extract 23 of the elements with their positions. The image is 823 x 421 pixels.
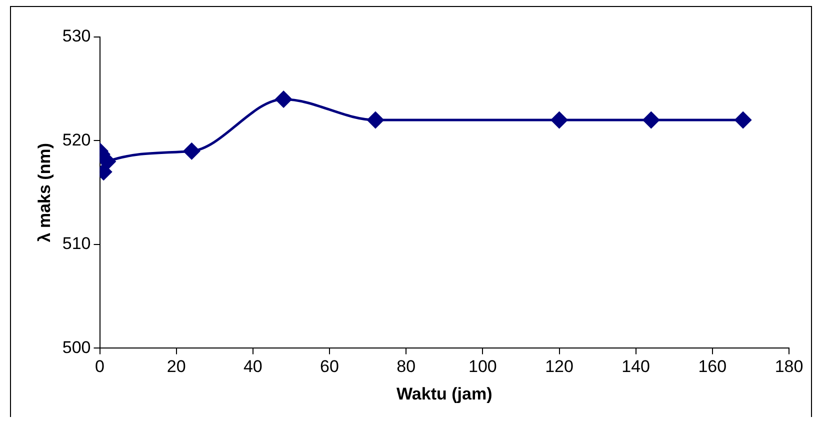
point (100, 153, 116, 170)
x-tick-label: 160 (698, 357, 727, 376)
x-tick-label: 80 (396, 357, 416, 376)
x-tick-label: 60 (320, 357, 339, 376)
y-tick-label: 500 (62, 338, 91, 357)
point (642, 112, 660, 128)
y-tick-label: 520 (62, 130, 91, 150)
x-tick-label: 120 (545, 357, 574, 376)
x-tick-label: 180 (774, 357, 804, 376)
x-tick-label: 40 (243, 357, 262, 376)
point (183, 142, 200, 160)
x-axis-title: Waktu (jam) (396, 384, 492, 404)
x-tick-label: 140 (622, 357, 650, 376)
y-tick-label: 530 (62, 26, 91, 46)
y-tick-label: 510 (62, 234, 91, 254)
point (275, 90, 292, 108)
x-tick-label: 100 (468, 357, 497, 376)
x-tick-label: 0 (95, 357, 104, 376)
point (551, 112, 568, 128)
y-axis-title: λ maks (nm) (34, 143, 54, 242)
point (734, 112, 752, 128)
point (367, 112, 384, 128)
x-tick-label: 20 (166, 357, 186, 376)
